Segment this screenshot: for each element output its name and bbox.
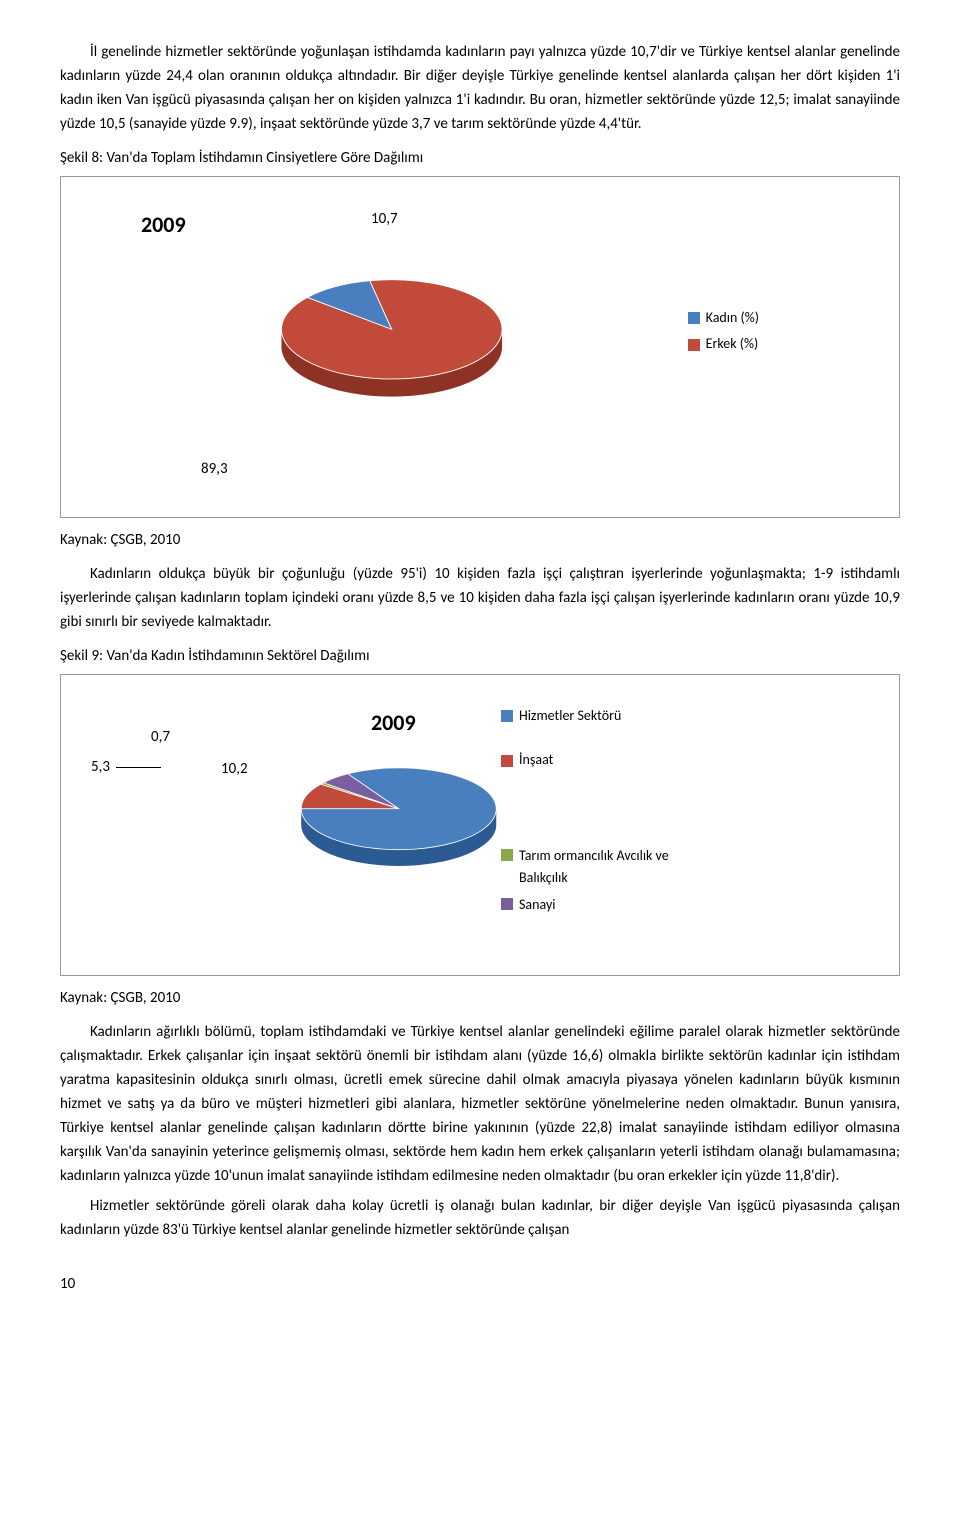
chart2-legend-bottom: Tarım ormancılık Avcılık ve Balıkçılık Sa…	[501, 845, 701, 920]
legend-swatch	[501, 898, 513, 910]
chart1-label-male: 89,3	[201, 457, 228, 481]
chart2-legend-top: Hizmetler Sektörü İnşaat	[501, 705, 621, 776]
legend-label: Kadın (%)	[706, 307, 759, 329]
figure8-chart: 2009 10,7 89,3 Kadın (%) Erkek (%)	[60, 176, 900, 518]
figure9-caption: Şekil 9: Van'da Kadın İstihdamının Sektö…	[60, 644, 900, 668]
figure9-chart: 2009 83,3 10,2 0,7 5,3 Hizmetler Sektörü İnşaa…	[60, 674, 900, 976]
legend-item: Tarım ormancılık Avcılık ve Balıkçılık	[501, 845, 701, 890]
chart2-label-tarim: 0,7	[151, 725, 170, 749]
legend-swatch	[688, 339, 700, 351]
chart2-year: 2009	[371, 705, 416, 740]
page-number: 10	[60, 1272, 900, 1296]
paragraph-4: Hizmetler sektöründe göreli olarak daha …	[60, 1194, 900, 1242]
legend-item: İnşaat	[501, 749, 621, 771]
legend-item: Hizmetler Sektörü	[501, 705, 621, 727]
figure8-source: Kaynak: ÇSGB, 2010	[60, 528, 900, 552]
legend-item: Sanayi	[501, 894, 701, 916]
legend-item: Kadın (%)	[688, 307, 759, 329]
paragraph-1: İl genelinde hizmetler sektöründe yoğunl…	[60, 40, 900, 136]
pie-chart-gender: 2009 10,7 89,3 Kadın (%) Erkek (%)	[81, 197, 879, 497]
legend-item: Erkek (%)	[688, 333, 759, 355]
legend-label: Tarım ormancılık Avcılık ve Balıkçılık	[519, 845, 701, 890]
legend-swatch	[688, 312, 700, 324]
figure8-caption: Şekil 8: Van'da Toplam İstihdamın Cinsiy…	[60, 146, 900, 170]
chart2-label-hizmetler: 83,3	[321, 910, 348, 934]
legend-label: Erkek (%)	[706, 333, 759, 355]
legend-label: İnşaat	[519, 749, 553, 771]
legend-swatch	[501, 755, 513, 767]
legend-swatch	[501, 710, 513, 722]
figure9-source: Kaynak: ÇSGB, 2010	[60, 986, 900, 1010]
paragraph-2: Kadınların oldukça büyük bir çoğunluğu (…	[60, 562, 900, 634]
legend-swatch	[501, 849, 513, 861]
chart1-label-female: 10,7	[371, 207, 398, 231]
paragraph-3: Kadınların ağırlıklı bölümü, toplam isti…	[60, 1020, 900, 1188]
pie-chart-sector: 2009 83,3 10,2 0,7 5,3 Hizmetler Sektörü İnşaa…	[81, 695, 879, 955]
chart1-legend: Kadın (%) Erkek (%)	[688, 307, 759, 360]
legend-label: Hizmetler Sektörü	[519, 705, 621, 727]
legend-label: Sanayi	[519, 894, 556, 916]
chart2-label-insaat: 10,2	[221, 757, 248, 781]
chart2-label-sanayi: 5,3	[91, 755, 110, 779]
chart1-year: 2009	[141, 207, 186, 242]
leader-line	[116, 767, 161, 768]
